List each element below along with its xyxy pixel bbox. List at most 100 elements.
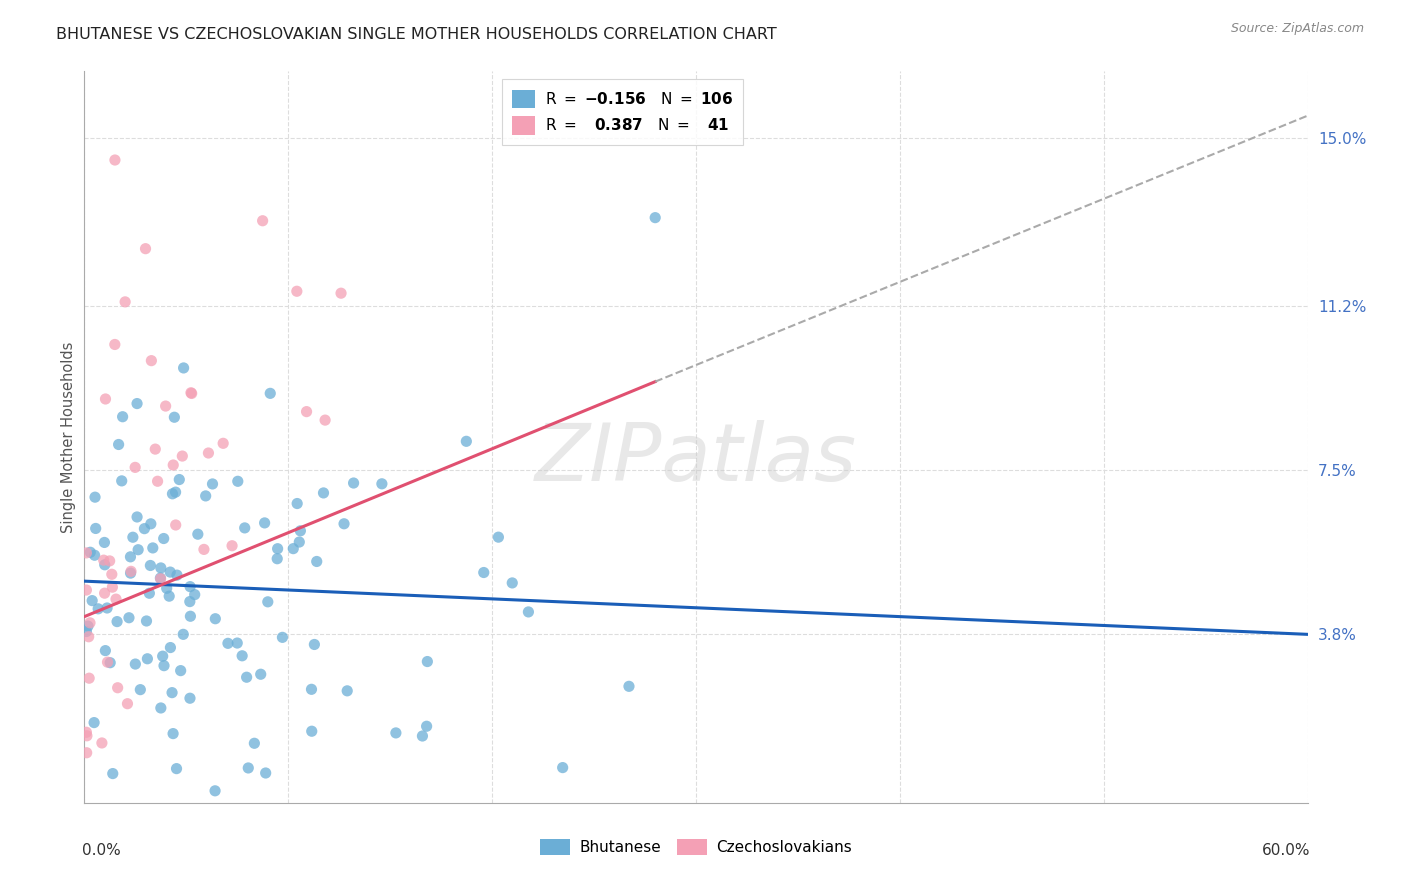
Point	[288, 535, 311, 549]
Point	[155, 399, 177, 413]
Point	[90, 736, 112, 750]
Point	[271, 631, 294, 645]
Point	[644, 211, 666, 225]
Point	[301, 682, 323, 697]
Point	[180, 385, 202, 400]
Point	[125, 396, 148, 410]
Point	[486, 530, 509, 544]
Point	[166, 568, 188, 582]
Point	[82, 593, 104, 607]
Point	[285, 496, 308, 510]
Point	[226, 636, 249, 650]
Point	[114, 294, 136, 309]
Point	[165, 518, 187, 533]
Text: 60.0%: 60.0%	[1261, 843, 1310, 858]
Point	[301, 724, 323, 739]
Point	[162, 458, 184, 472]
Point	[517, 605, 540, 619]
Point	[201, 477, 224, 491]
Point	[371, 476, 394, 491]
Point	[101, 766, 124, 780]
Point	[217, 636, 239, 650]
Point	[83, 715, 105, 730]
Point	[93, 586, 115, 600]
Point	[139, 516, 162, 531]
Point	[159, 640, 181, 655]
Point	[183, 588, 205, 602]
Point	[173, 360, 195, 375]
Point	[127, 542, 149, 557]
Point	[295, 404, 318, 418]
Point	[283, 541, 305, 556]
Point	[75, 624, 97, 639]
Point	[141, 353, 163, 368]
Point	[253, 516, 276, 530]
Point	[96, 601, 118, 615]
Point	[162, 726, 184, 740]
Point	[111, 474, 134, 488]
Text: 0.0%: 0.0%	[82, 843, 121, 858]
Point	[111, 409, 134, 424]
Point	[551, 761, 574, 775]
Point	[84, 490, 107, 504]
Point	[336, 683, 359, 698]
Point	[104, 337, 127, 351]
Point	[617, 679, 640, 693]
Point	[124, 657, 146, 671]
Point	[83, 548, 105, 562]
Point	[104, 153, 127, 167]
Point	[120, 566, 142, 581]
Point	[180, 386, 202, 401]
Point	[172, 627, 194, 641]
Point	[194, 489, 217, 503]
Point	[152, 532, 174, 546]
Point	[157, 589, 180, 603]
Point	[169, 473, 191, 487]
Point	[249, 667, 271, 681]
Point	[235, 670, 257, 684]
Text: Source: ZipAtlas.com: Source: ZipAtlas.com	[1230, 22, 1364, 36]
Point	[79, 545, 101, 559]
Point	[416, 655, 439, 669]
Point	[143, 442, 166, 456]
Point	[415, 719, 437, 733]
Point	[149, 572, 172, 586]
Point	[142, 541, 165, 555]
Point	[193, 542, 215, 557]
Point	[149, 701, 172, 715]
Point	[159, 565, 181, 579]
Point	[385, 726, 408, 740]
Point	[304, 638, 326, 652]
Point	[238, 761, 260, 775]
Point	[118, 611, 141, 625]
Point	[187, 527, 209, 541]
Point	[256, 595, 278, 609]
Point	[129, 682, 152, 697]
Text: ZIPatlas: ZIPatlas	[534, 420, 858, 498]
Point	[124, 460, 146, 475]
Point	[259, 386, 281, 401]
Point	[411, 729, 433, 743]
Point	[179, 594, 201, 608]
Point	[125, 510, 148, 524]
Point	[75, 546, 97, 560]
Point	[121, 530, 143, 544]
Point	[179, 580, 201, 594]
Point	[472, 566, 495, 580]
Point	[96, 655, 118, 669]
Legend: Bhutanese, Czechoslovakians: Bhutanese, Czechoslovakians	[534, 833, 858, 861]
Y-axis label: Single Mother Households: Single Mother Households	[60, 342, 76, 533]
Point	[93, 553, 115, 567]
Point	[94, 392, 117, 406]
Point	[98, 554, 121, 568]
Point	[79, 615, 101, 630]
Point	[153, 658, 176, 673]
Point	[330, 286, 353, 301]
Point	[77, 619, 100, 633]
Point	[149, 571, 172, 585]
Point	[179, 609, 201, 624]
Point	[77, 630, 100, 644]
Point	[165, 485, 187, 500]
Point	[160, 686, 183, 700]
Point	[135, 242, 157, 256]
